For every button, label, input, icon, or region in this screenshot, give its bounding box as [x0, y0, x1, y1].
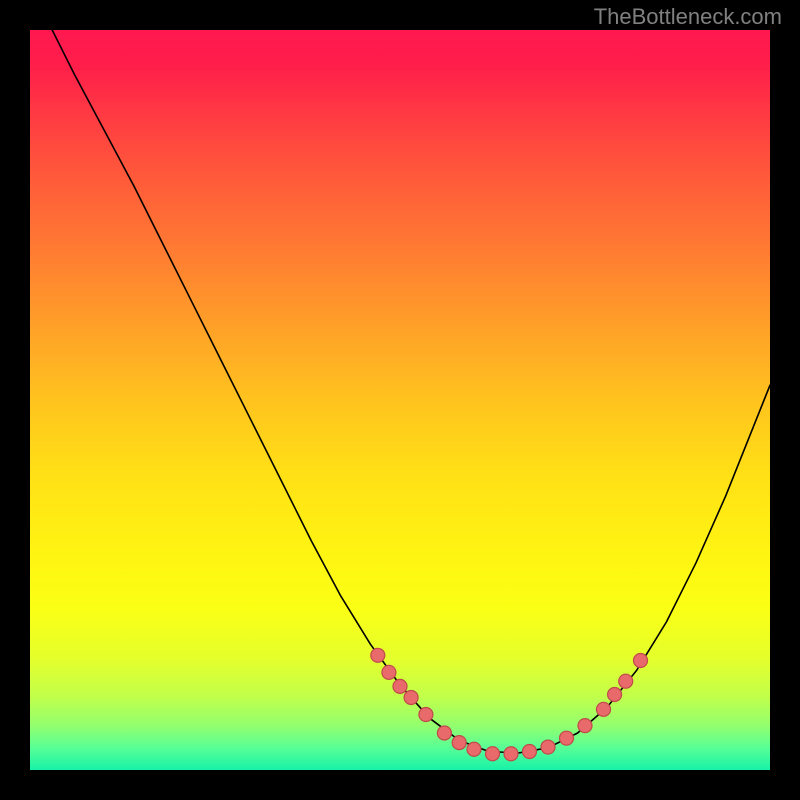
curve-marker	[486, 747, 500, 761]
curve-marker	[452, 736, 466, 750]
curve-marker	[404, 690, 418, 704]
watermark-text: TheBottleneck.com	[594, 4, 782, 30]
curve-marker	[560, 731, 574, 745]
curve-marker	[437, 726, 451, 740]
curve-marker	[393, 679, 407, 693]
plot-area	[30, 30, 770, 770]
curve-marker	[578, 719, 592, 733]
curve-marker	[382, 665, 396, 679]
curve-marker	[634, 653, 648, 667]
curve-marker	[541, 740, 555, 754]
curve-marker	[619, 674, 633, 688]
curve-marker	[523, 745, 537, 759]
chart-frame	[30, 30, 770, 770]
curve-marker	[371, 648, 385, 662]
chart-svg	[30, 30, 770, 770]
curve-marker	[504, 747, 518, 761]
gradient-background	[30, 30, 770, 770]
curve-marker	[467, 742, 481, 756]
curve-marker	[608, 688, 622, 702]
curve-marker	[597, 702, 611, 716]
curve-marker	[419, 708, 433, 722]
